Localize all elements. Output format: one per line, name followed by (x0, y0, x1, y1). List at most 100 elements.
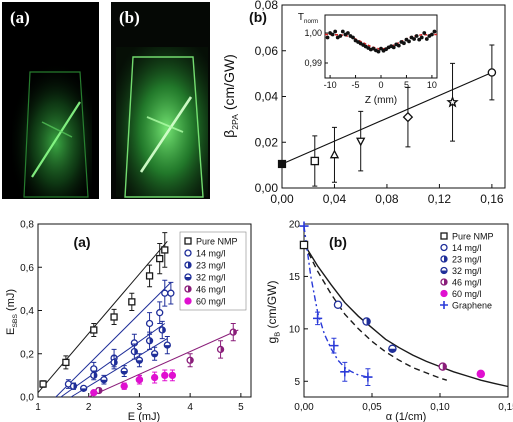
data-point (329, 149, 340, 159)
inset-data-point (376, 49, 381, 54)
legend-marker (184, 261, 192, 269)
marker-fill-half (188, 262, 191, 268)
data-point (79, 384, 88, 393)
data-point (120, 367, 128, 375)
y-tick-label: 10 (289, 324, 301, 335)
x-tick-label: 0,10 (430, 402, 450, 413)
marker-fill-half (441, 270, 447, 274)
y-axis-label: gB (cm/GW) (265, 281, 281, 344)
data-point (150, 350, 159, 358)
legend-label: Pure NMP (196, 237, 238, 247)
y-tick-label: 0,06 (255, 44, 279, 58)
data-point (388, 344, 397, 354)
x-tick-label: 0,16 (480, 192, 504, 206)
legend-marker (440, 243, 448, 252)
inset-data-point (407, 39, 411, 44)
y-tick-label: 0,00 (255, 181, 279, 195)
inset-data-point (412, 37, 416, 41)
marker-fill-half (121, 371, 128, 375)
data-point (156, 309, 164, 317)
y-tick-label: 0,08 (255, 0, 279, 12)
data-point (313, 313, 323, 323)
marker-fill-half (366, 317, 371, 326)
legend-label: 14 mg/l (196, 249, 226, 259)
inset-data-point (340, 29, 345, 34)
inset-y-label: Tnorm (298, 12, 318, 25)
photo-b: (b) (111, 2, 210, 199)
data-point (145, 272, 154, 280)
legend-marker (184, 273, 192, 281)
series-fit-line (55, 282, 172, 398)
marker-fill-half (220, 346, 224, 353)
x-tick-label: 1 (35, 402, 41, 413)
inset-x-tick-label: 5 (404, 80, 409, 90)
inset-x-tick-label: -10 (324, 80, 337, 90)
green-cuvette-photo-b (111, 2, 210, 199)
y-axis-label: β2PA (cm/GW) (221, 54, 240, 138)
series-fit-line (37, 240, 168, 394)
y-tick-label: 20 (289, 220, 301, 231)
data-point (150, 373, 159, 382)
model-curve (303, 243, 448, 381)
legend-marker (440, 301, 448, 309)
data-point (158, 326, 166, 334)
data-point (110, 313, 118, 321)
data-point (39, 380, 47, 388)
panel-label: (b) (249, 9, 267, 25)
legend-label: 46 mg/l (452, 278, 482, 288)
marker-fill-half (98, 387, 102, 394)
legend-label: 14 mg/l (452, 243, 482, 253)
data-point (120, 382, 128, 390)
inset-x-tick-label: 10 (427, 80, 437, 90)
plot-frame (303, 223, 509, 398)
data-point (130, 347, 139, 356)
legend-marker (184, 237, 192, 245)
inset-data-point (333, 29, 338, 34)
data-point (161, 289, 169, 297)
x-tick-label: 0,04 (323, 192, 347, 206)
x-tick-label: 5 (238, 402, 244, 413)
y-tick-label: 15 (289, 272, 301, 283)
x-tick-label: 0,12 (428, 192, 452, 206)
inset-frame (324, 14, 438, 79)
data-point (161, 246, 169, 254)
legend-marker (184, 297, 192, 305)
y-tick-label: 0,0 (20, 393, 34, 404)
data-point (167, 289, 175, 297)
x-tick-label: 3 (137, 402, 143, 413)
data-point (145, 337, 154, 345)
inset-data-point (422, 31, 427, 35)
marker-fill-half (388, 348, 396, 353)
marker-fill-half (134, 348, 138, 355)
legend-label: Pure NMP (452, 232, 494, 242)
y-tick-label: 0,8 (20, 220, 34, 231)
marker-fill-half (444, 256, 447, 262)
data-point (128, 298, 136, 306)
marker-fill-half (444, 279, 447, 285)
data-point (163, 341, 171, 349)
x-axis-label: ρGN (g/l) (336, 209, 385, 212)
data-point (156, 254, 164, 263)
inset-data-point (325, 35, 330, 40)
inset-data-point (338, 34, 343, 38)
data-point (402, 111, 414, 123)
marker-fill-half (100, 379, 107, 383)
marker-fill-half (73, 383, 77, 390)
marker-fill-half (149, 337, 153, 344)
x-tick-label: 0,08 (375, 192, 399, 206)
legend-label: 23 mg/l (452, 255, 482, 265)
inset-data-point (351, 35, 355, 40)
legend-marker (184, 249, 192, 257)
inset-data-point (346, 31, 350, 35)
data-point (356, 137, 366, 147)
data-point (90, 326, 98, 334)
inset-data-point (414, 34, 419, 38)
data-point (229, 328, 237, 336)
marker-fill-half (80, 388, 87, 392)
y-tick-label: 0,4 (20, 306, 34, 317)
series-fit-line (88, 329, 239, 398)
gb-vs-absorption-chart: 0,00 0,05 0,10 0,15 5 10 15 20 (b) gB (cm/GW) α (1… (265, 220, 513, 422)
data-point (310, 156, 320, 166)
y-tick-label: 0,04 (255, 90, 279, 104)
